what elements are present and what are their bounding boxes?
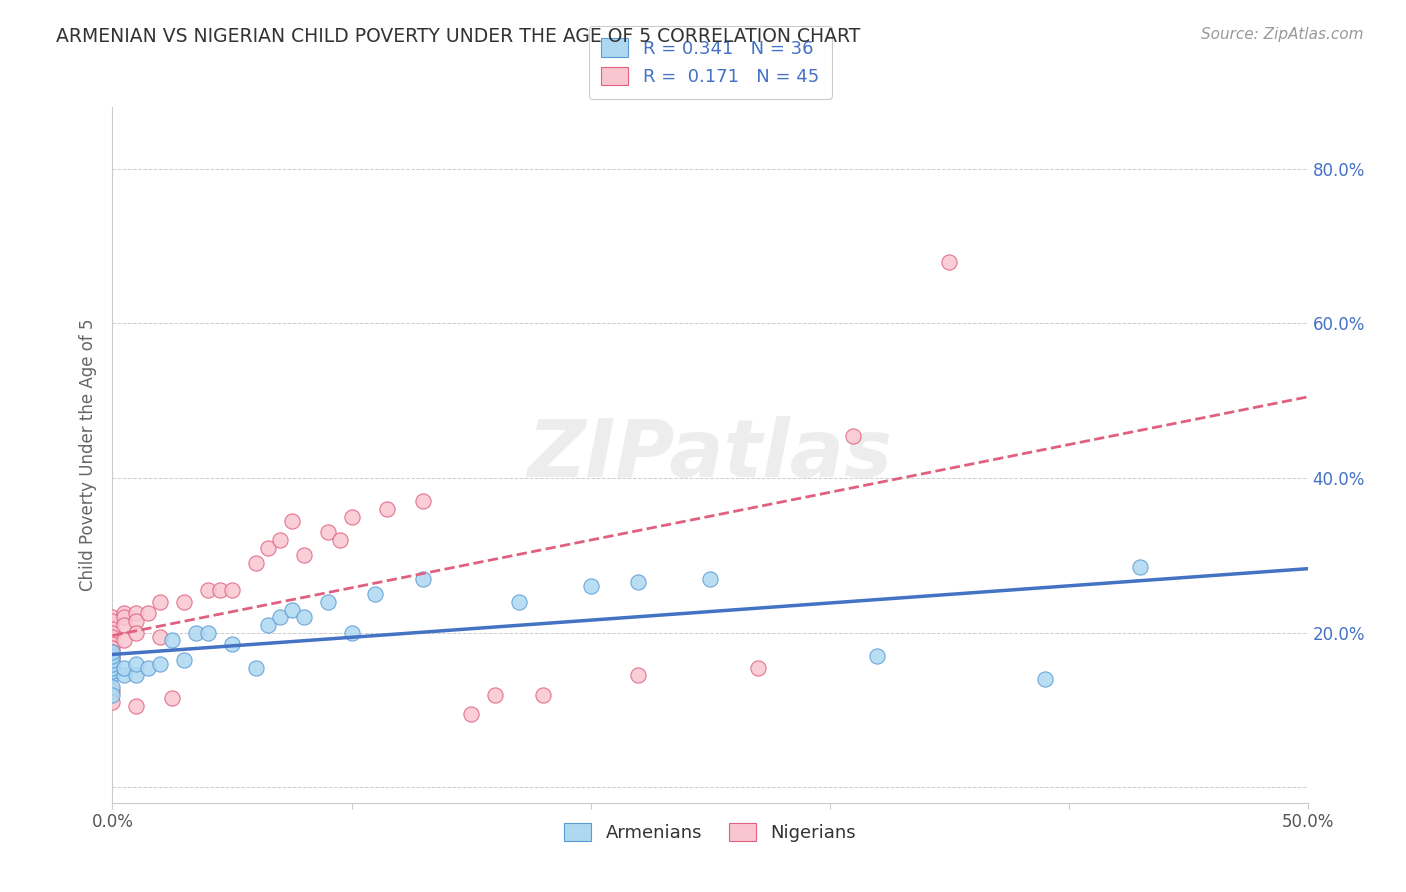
Point [292,610,315,624]
Point [114,618,135,632]
Point [257,541,280,555]
Point [412,572,434,586]
Point [173,595,195,609]
Point [114,607,135,621]
Point [1129,560,1152,574]
Point [125,668,148,682]
Point [316,525,339,540]
Point [125,607,148,621]
Point [101,622,124,636]
Point [412,494,434,508]
Point [101,660,124,674]
Point [125,657,148,671]
Point [149,595,172,609]
Point [209,583,232,598]
Point [101,683,124,698]
Point [316,595,339,609]
Point [197,625,219,640]
Point [281,602,304,616]
Point [281,514,304,528]
Point [101,625,124,640]
Point [866,648,889,663]
Point [114,633,135,648]
Point [101,680,124,694]
Point [101,630,124,644]
Point [149,630,172,644]
Point [162,633,183,648]
Point [186,625,208,640]
Point [114,668,135,682]
Point [245,660,267,674]
Point [101,645,124,659]
Point [938,254,960,268]
Point [627,668,650,682]
Point [221,637,243,651]
Point [101,641,124,656]
Point [101,688,124,702]
Point [101,653,124,667]
Point [340,509,363,524]
Point [101,610,124,624]
Point [221,583,243,598]
Point [101,665,124,679]
Point [101,648,124,663]
Point [101,653,124,667]
Point [114,610,135,624]
Point [101,614,124,628]
Point [138,607,160,621]
Point [269,610,291,624]
Point [138,660,160,674]
Text: ZIPatlas: ZIPatlas [527,416,893,494]
Point [484,688,506,702]
Point [257,618,280,632]
Point [579,579,602,593]
Point [508,595,530,609]
Y-axis label: Child Poverty Under the Age of 5: Child Poverty Under the Age of 5 [79,318,97,591]
Point [364,587,387,601]
Point [531,688,554,702]
Point [101,645,124,659]
Point [125,625,148,640]
Point [101,668,124,682]
Text: Source: ZipAtlas.com: Source: ZipAtlas.com [1201,27,1364,42]
Point [101,648,124,663]
Text: ARMENIAN VS NIGERIAN CHILD POVERTY UNDER THE AGE OF 5 CORRELATION CHART: ARMENIAN VS NIGERIAN CHILD POVERTY UNDER… [56,27,860,45]
Point [627,575,650,590]
Point [340,625,363,640]
Point [1033,672,1056,686]
Legend: Armenians, Nigerians: Armenians, Nigerians [557,815,863,849]
Point [162,691,183,706]
Point [329,533,352,547]
Point [173,653,195,667]
Point [125,699,148,714]
Point [747,660,769,674]
Point [197,583,219,598]
Point [149,657,172,671]
Point [842,428,865,442]
Point [269,533,291,547]
Point [125,614,148,628]
Point [699,572,721,586]
Point [377,502,399,516]
Point [101,637,124,651]
Point [460,706,482,721]
Point [101,657,124,671]
Point [114,660,135,674]
Point [292,549,315,563]
Point [245,556,267,570]
Point [101,695,124,709]
